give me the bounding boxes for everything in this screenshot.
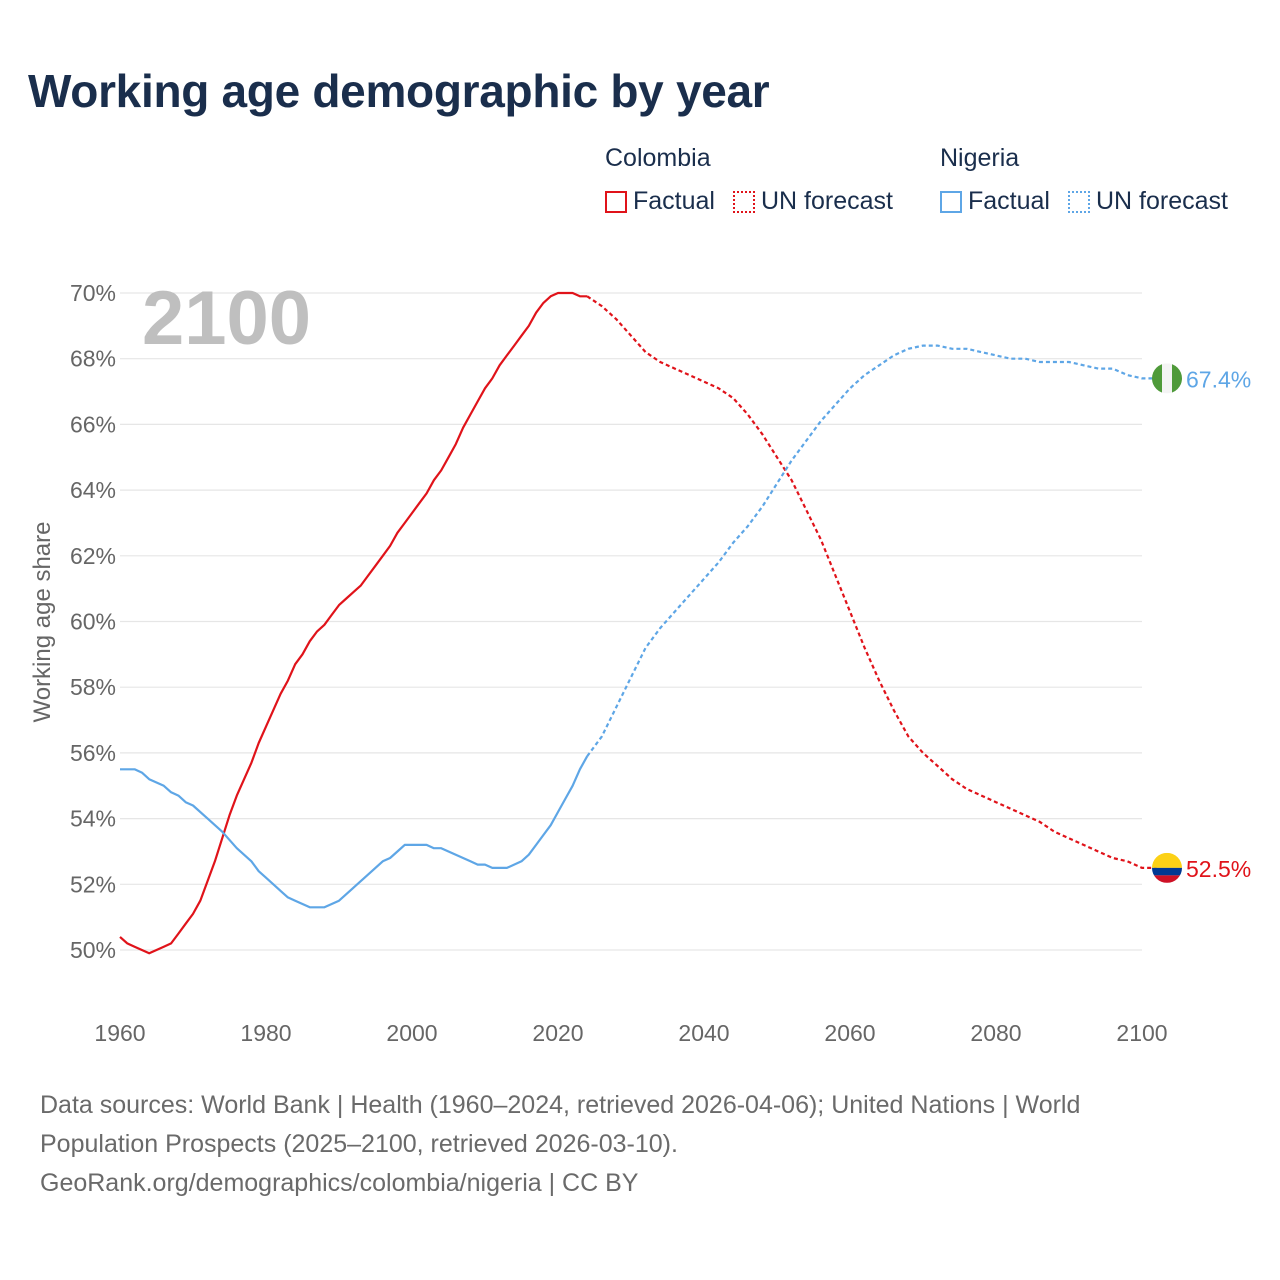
x-tick-label: 2020	[532, 1020, 583, 1046]
x-tick-label: 2060	[824, 1020, 875, 1046]
legend-label-nigeria-factual: Factual	[968, 187, 1050, 215]
y-tick-label: 68%	[70, 346, 116, 372]
data-sources: Data sources: World Bank | Health (1960–…	[40, 1086, 1240, 1203]
year-watermark: 2100	[142, 276, 311, 361]
legend-nigeria-forecast[interactable]: UN forecast	[1067, 187, 1228, 216]
chart-title: Working age demographic by year	[28, 65, 770, 117]
legend-colombia-name: Colombia	[605, 144, 711, 172]
series-lines	[119, 291, 1157, 955]
legend-label-nigeria-forecast: UN forecast	[1095, 187, 1228, 215]
end-markers: 52.5% 67.4%	[1152, 363, 1251, 883]
end-value-label-colombia: 52.5%	[1186, 856, 1251, 882]
x-tick-label: 2040	[678, 1020, 729, 1046]
legend-nigeria: Nigeria Factual UN forecast	[940, 144, 1228, 216]
legend-swatch-colombia-factual	[605, 190, 627, 213]
x-tick-label: 1980	[240, 1020, 291, 1046]
y-axis-ticks: 50% 52% 54% 56% 58% 60% 62% 64% 66% 68% 70%	[70, 280, 116, 963]
legend-colombia: Colombia Factual UN forecast	[605, 144, 893, 216]
x-tick-label: 2080	[970, 1020, 1021, 1046]
y-tick-label: 56%	[70, 740, 116, 766]
source-line-2: Population Prospects (2025–2100, retriev…	[40, 1130, 678, 1158]
source-line-1: Data sources: World Bank | Health (1960–…	[40, 1091, 1081, 1119]
x-tick-label: 2000	[386, 1020, 437, 1046]
legend-swatch-colombia-forecast	[732, 190, 755, 213]
series-nigeria-factual-line	[120, 755, 589, 909]
y-tick-label: 62%	[70, 543, 116, 569]
legend-swatch-nigeria-forecast	[1067, 190, 1090, 213]
y-axis-label: Working age share	[29, 522, 56, 723]
source-line-3[interactable]: GeoRank.org/demographics/colombia/nigeri…	[40, 1169, 639, 1197]
y-tick-label: 66%	[70, 411, 116, 437]
series-colombia-forecast-line	[586, 295, 1157, 869]
legend-label-colombia-factual: Factual	[633, 187, 715, 215]
x-tick-label: 1960	[94, 1020, 145, 1046]
legend-nigeria-factual[interactable]: Factual	[940, 187, 1050, 216]
grid-lines	[120, 292, 1142, 951]
y-tick-label: 54%	[70, 806, 116, 832]
y-tick-label: 60%	[70, 609, 116, 635]
legend-colombia-forecast[interactable]: UN forecast	[732, 187, 893, 216]
y-tick-label: 70%	[70, 280, 116, 306]
nigeria-flag-icon	[1152, 363, 1182, 394]
y-tick-label: 52%	[70, 871, 116, 897]
line-chart: 50%52%54%56%58%60%62%64%66%68%70% 1960 19…	[29, 276, 1251, 1046]
y-tick-label: 64%	[70, 477, 116, 503]
series-nigeria-forecast-line	[586, 344, 1157, 757]
legend-colombia-factual[interactable]: Factual	[605, 187, 715, 216]
legend-swatch-nigeria-factual	[940, 190, 962, 213]
legend-label-colombia-forecast: UN forecast	[760, 187, 893, 215]
y-tick-label: 58%	[70, 674, 116, 700]
y-tick-label: 50%	[70, 937, 116, 963]
legend-nigeria-name: Nigeria	[940, 144, 1020, 172]
colombia-flag-icon	[1152, 852, 1182, 883]
end-value-label-nigeria: 67.4%	[1186, 366, 1251, 392]
x-tick-label: 2100	[1116, 1020, 1167, 1046]
x-axis-ticks: 1960 1980 2000 2020 2040 2060 2080 2100	[94, 1020, 1167, 1046]
series-colombia-factual-line	[119, 291, 588, 955]
